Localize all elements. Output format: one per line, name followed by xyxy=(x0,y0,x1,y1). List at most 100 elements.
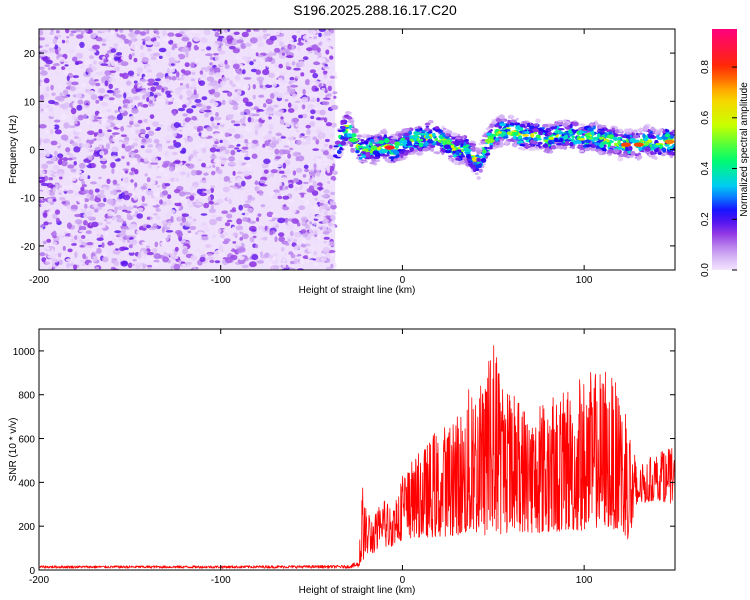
noise-blob xyxy=(173,171,181,176)
noise-blob xyxy=(262,143,266,148)
ridge-blob xyxy=(394,155,399,159)
noise-blob xyxy=(293,67,301,71)
noise-blob xyxy=(293,186,299,192)
noise-blob xyxy=(310,115,315,119)
noise-blob xyxy=(192,181,200,187)
noise-blob xyxy=(313,61,321,66)
noise-blob xyxy=(153,52,160,57)
noise-blob xyxy=(99,150,105,156)
noise-blob xyxy=(174,202,182,207)
noise-blob xyxy=(266,61,270,68)
noise-blob xyxy=(147,130,155,137)
ridge-blob xyxy=(524,129,528,132)
noise-blob xyxy=(167,145,176,150)
noise-blob xyxy=(110,48,117,53)
y-tick-label: 600 xyxy=(18,435,35,446)
noise-blob xyxy=(114,208,118,214)
noise-blob xyxy=(262,124,269,128)
noise-blob xyxy=(264,134,272,140)
noise-blob xyxy=(262,107,266,111)
noise-blob xyxy=(175,33,183,38)
noise-blob xyxy=(214,40,222,44)
noise-blob xyxy=(54,129,62,135)
noise-blob xyxy=(61,254,66,260)
noise-blob xyxy=(275,35,283,42)
noise-blob xyxy=(70,232,74,237)
noise-blob xyxy=(43,221,49,226)
noise-blob xyxy=(329,179,335,186)
noise-blob xyxy=(269,93,275,99)
noise-blob xyxy=(289,147,294,151)
noise-blob xyxy=(173,177,178,183)
noise-blob xyxy=(147,96,155,102)
ridge-blob xyxy=(607,134,611,139)
noise-blob xyxy=(162,163,168,168)
noise-blob xyxy=(216,198,224,204)
noise-blob xyxy=(119,246,126,252)
noise-blob xyxy=(101,102,108,107)
noise-blob xyxy=(201,96,208,101)
noise-blob xyxy=(48,222,52,225)
ridge-blob xyxy=(552,137,560,143)
noise-blob xyxy=(66,80,73,87)
noise-blob xyxy=(141,57,149,63)
ridge-blob xyxy=(512,144,518,148)
noise-blob xyxy=(91,231,98,237)
noise-blob xyxy=(44,44,50,47)
noise-blob xyxy=(40,103,47,110)
noise-blob xyxy=(39,163,42,167)
noise-blob xyxy=(60,113,67,120)
noise-blob xyxy=(46,238,52,243)
noise-blob xyxy=(122,220,127,225)
noise-blob xyxy=(295,76,300,79)
noise-blob xyxy=(48,43,56,49)
ridge-blob xyxy=(669,151,675,155)
noise-blob xyxy=(213,91,221,98)
noise-blob xyxy=(251,254,259,261)
noise-blob xyxy=(271,223,277,227)
noise-blob xyxy=(321,253,326,256)
noise-blob xyxy=(268,130,273,135)
noise-blob xyxy=(152,191,160,197)
noise-blob xyxy=(137,119,143,124)
noise-blob xyxy=(260,251,263,256)
noise-blob xyxy=(264,57,268,63)
noise-blob xyxy=(328,241,335,247)
noise-blob xyxy=(114,66,120,72)
noise-blob xyxy=(289,76,295,81)
noise-blob xyxy=(40,202,45,208)
noise-blob xyxy=(162,37,171,42)
noise-blob xyxy=(138,230,145,235)
noise-blob xyxy=(264,225,268,231)
noise-blob xyxy=(296,155,305,162)
ridge-blob xyxy=(409,138,414,141)
noise-blob xyxy=(141,138,147,143)
noise-blob xyxy=(72,75,80,79)
noise-blob xyxy=(95,247,102,254)
noise-blob xyxy=(146,189,154,196)
noise-blob xyxy=(182,248,189,255)
noise-blob xyxy=(307,247,315,253)
noise-blob xyxy=(301,96,309,103)
noise-blob xyxy=(98,112,106,118)
noise-blob xyxy=(115,214,122,219)
noise-blob xyxy=(119,29,124,33)
noise-blob xyxy=(116,186,121,191)
noise-blob xyxy=(39,138,42,145)
noise-blob xyxy=(180,123,187,127)
ridge-peak xyxy=(384,145,395,150)
noise-blob xyxy=(234,182,239,187)
noise-blob xyxy=(248,225,257,232)
noise-blob xyxy=(39,170,46,174)
noise-blob xyxy=(244,156,251,161)
noise-blob xyxy=(280,247,285,252)
noise-blob xyxy=(138,49,145,53)
noise-blob xyxy=(246,29,252,33)
noise-blob xyxy=(297,104,301,110)
noise-blob xyxy=(269,35,277,41)
noise-blob xyxy=(300,46,308,53)
noise-blob xyxy=(137,234,141,241)
x-tick-label: 100 xyxy=(576,575,593,586)
noise-blob xyxy=(61,160,68,167)
ridge-blob xyxy=(419,138,424,142)
